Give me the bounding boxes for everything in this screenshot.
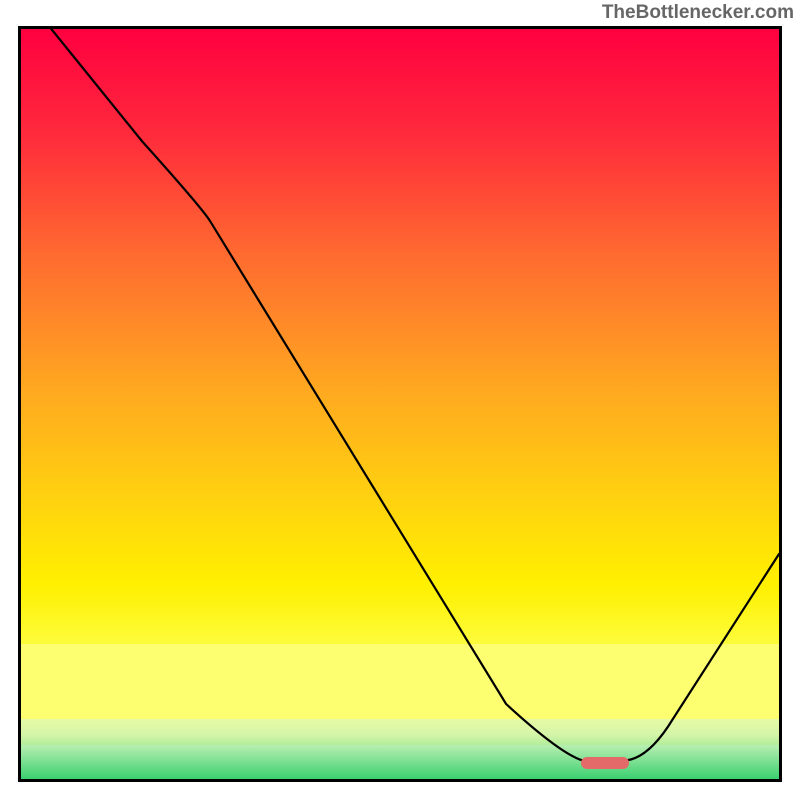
- plot-area: [18, 26, 782, 782]
- curve-path: [51, 29, 779, 760]
- watermark-text: TheBottlenecker.com: [602, 2, 794, 24]
- optimum-marker: [581, 757, 629, 769]
- bottleneck-curve: [21, 29, 779, 779]
- chart-container: TheBottlenecker.com: [0, 0, 800, 800]
